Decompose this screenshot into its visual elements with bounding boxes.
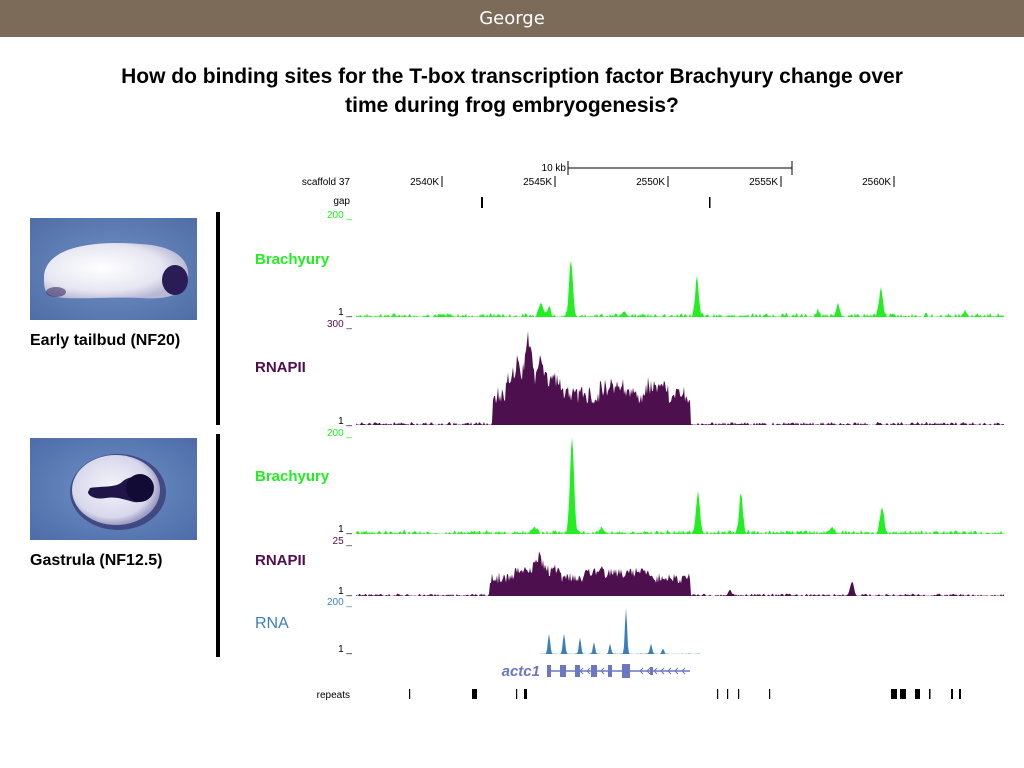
brachyury-gastrula-signal: [356, 437, 1004, 534]
track-max-label: 200 _: [327, 210, 352, 221]
repeats-track-label: repeats: [317, 690, 350, 701]
gastrula-label: Gastrula (NF12.5): [30, 552, 163, 569]
gene-model-actc1: actc1: [502, 663, 690, 680]
position-label: 2540K: [410, 177, 439, 188]
gap-mark: [481, 197, 483, 208]
track-min-label: 1 _: [338, 644, 352, 655]
track-max-label: 300 _: [327, 319, 352, 330]
gap-mark: [709, 197, 711, 208]
position-label: 2550K: [636, 177, 665, 188]
early-tailbud-label: Early tailbud (NF20): [30, 332, 181, 349]
track-name-rnapii-tailbud: RNAPII: [255, 359, 306, 376]
gap-track-label: gap: [333, 196, 350, 207]
position-label: 2560K: [862, 177, 891, 188]
question-line-2: time during frog embryogenesis?: [345, 94, 679, 117]
track-name-brachyury-gastrula: Brachyury: [255, 468, 330, 485]
scale-label: 10 kb: [542, 163, 567, 174]
gastrula-bracket: [216, 434, 220, 657]
track-min-label: 1 _: [338, 307, 352, 318]
track-min-label: 1 _: [338, 416, 352, 427]
brachyury-tailbud-signal: [356, 260, 1004, 317]
track-max-label: 200 _: [327, 597, 352, 608]
track-min-label: 1 _: [338, 586, 352, 597]
early-tailbud-embryo-image: [30, 218, 197, 320]
track-max-label: 25 _: [333, 536, 353, 547]
tailbud-bracket: [216, 212, 220, 425]
track-name-rnapii-gastrula: RNAPII: [255, 552, 306, 569]
rna-signal: [540, 607, 700, 654]
track-name-brachyury-tailbud: Brachyury: [255, 251, 330, 268]
gastrula-embryo-image: [30, 438, 197, 540]
header-bar: George: [0, 0, 1024, 37]
track-name-rna: RNA: [255, 615, 289, 632]
rnapii-tailbud-signal: [356, 331, 1004, 425]
position-label: 2555K: [749, 177, 778, 188]
track-min-label: 1 _: [338, 524, 352, 535]
rnapii-gastrula-signal: [356, 551, 1004, 596]
chrom-label: scaffold 37: [302, 177, 351, 188]
header-title: George: [479, 8, 545, 29]
track-max-label: 200 _: [327, 428, 352, 439]
position-ruler: 2540K 2545K 2550K 2555K 2560K: [410, 176, 895, 188]
scale-bar: 10 kb: [542, 161, 793, 175]
question-line-1: How do binding sites for the T-box trans…: [121, 65, 903, 88]
gene-name-label: actc1: [502, 663, 540, 680]
repeats-marks: [409, 689, 961, 699]
position-label: 2545K: [523, 177, 552, 188]
